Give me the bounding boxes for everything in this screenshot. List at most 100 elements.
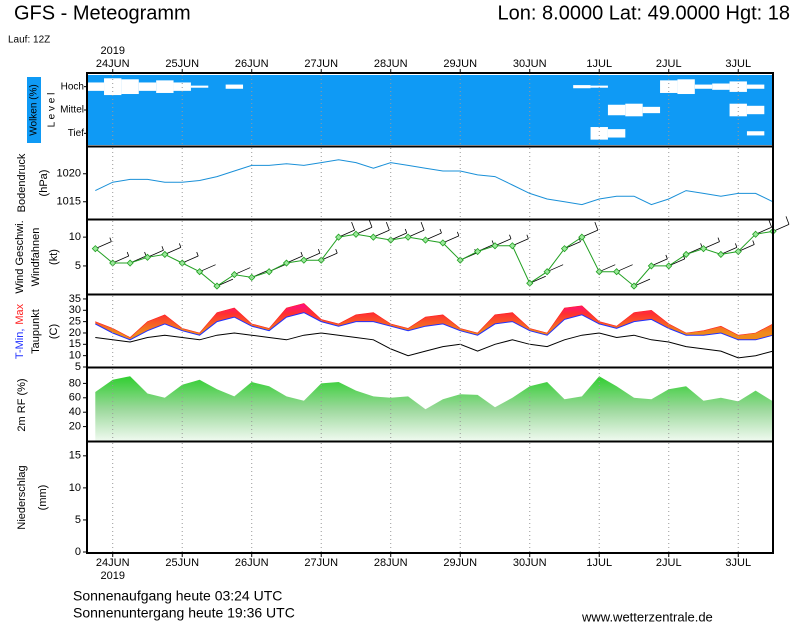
y-tick-label: 15 [69, 338, 81, 350]
pressure-line [95, 159, 774, 206]
y-tick-label: 80 [69, 377, 81, 389]
cloud-cover [86, 82, 105, 91]
wind-marker [369, 233, 377, 241]
date-label: 24JUN [96, 58, 130, 70]
date-label: 28JUN [374, 557, 408, 569]
temperature-band [95, 303, 774, 340]
wind-barb [373, 221, 390, 238]
axis-label: Wolken (%) [29, 84, 40, 136]
wind-marker [630, 282, 638, 290]
barb-feather [351, 221, 355, 231]
barb-staff [599, 264, 616, 273]
plot-frame [86, 72, 774, 554]
y-tick-label: 15 [69, 450, 81, 462]
level-label: Hoch [61, 81, 84, 92]
barb-staff [355, 226, 373, 235]
barb-staff [95, 241, 112, 250]
wind-marker [682, 250, 690, 258]
wind-barb [512, 234, 529, 247]
source: www.wetterzentrale.de [581, 609, 713, 624]
date-label: 3JUL [725, 557, 751, 569]
axis-label: Windfahnen [30, 228, 42, 287]
date-label: 26JUN [235, 58, 269, 70]
barb-staff [772, 224, 790, 232]
wind-marker [717, 250, 725, 258]
wind-marker [752, 230, 760, 238]
cloud-cover [121, 79, 139, 95]
date-label: 24JUN [96, 557, 130, 569]
humidity-area [95, 376, 774, 441]
wind-barb [738, 240, 755, 252]
wind-marker [178, 259, 186, 267]
wind-barb [529, 275, 546, 284]
barb-staff [199, 264, 216, 273]
wind-barb [234, 267, 251, 275]
cloud-cover [642, 106, 661, 114]
barb-feather [420, 221, 425, 231]
temperature-line [95, 332, 774, 359]
date-label: 29JUN [443, 557, 477, 569]
wind-marker [335, 233, 343, 241]
wind-barb [633, 278, 651, 287]
axis-label: 2m RF (%) [16, 378, 28, 431]
barb-staff [755, 226, 772, 235]
cloud-cover [104, 78, 122, 96]
barb-staff [182, 255, 199, 264]
wind-marker [508, 242, 516, 250]
barb-staff [546, 264, 564, 273]
barb-staff [668, 258, 685, 267]
barb-half [752, 240, 755, 245]
barb-staff [303, 252, 321, 261]
wind-barb [407, 221, 425, 238]
cloud-cover [190, 85, 209, 88]
barb-staff [564, 241, 581, 250]
wind-barb [477, 240, 494, 252]
barb-half [439, 228, 442, 234]
level-label: Mittel [60, 105, 84, 116]
wind-barb [755, 219, 772, 235]
temperature-line [95, 303, 774, 338]
y-tick-label: 10 [69, 350, 81, 362]
y-tick-label: 5 [75, 514, 81, 526]
axis-label: Bodendruck [16, 153, 28, 212]
barb-feather [785, 216, 790, 225]
wind-barb [442, 231, 460, 244]
wind-marker [161, 250, 169, 258]
cloud-cover [712, 83, 730, 90]
axis-label: Wind Geschwi. [14, 220, 26, 293]
y-tick-label: 20 [69, 421, 81, 433]
cloud-cover [694, 84, 713, 89]
barb-staff [321, 252, 338, 261]
cloud-cover [625, 103, 643, 117]
cloud-cover [729, 81, 747, 92]
y-tick-label: 5 [75, 361, 81, 373]
date-label: 27JUN [304, 557, 338, 569]
wind-marker [230, 271, 238, 279]
barb-half [665, 254, 668, 260]
date-label: 30JUN [513, 58, 547, 70]
axis-label: (hPa) [38, 170, 50, 197]
y-tick-label: 25 [69, 316, 81, 328]
title: GFS - Meteogramm [14, 2, 191, 24]
wind-barb [182, 251, 199, 264]
cloud-cover [746, 105, 765, 115]
wind-marker [421, 236, 430, 244]
wind-marker [474, 247, 482, 256]
wind-barb [581, 221, 599, 238]
wind-marker [265, 268, 273, 276]
wind-marker [526, 279, 534, 287]
run: Lauf: 12Z [8, 35, 50, 46]
cloud-cover [138, 82, 157, 91]
barb-half [456, 231, 460, 237]
date-label: 29JUN [443, 58, 477, 70]
barb-staff [529, 275, 546, 284]
date-label: 28JUN [374, 58, 408, 70]
date-label: 27JUN [304, 58, 338, 70]
wind-marker [699, 245, 708, 253]
y-tick-label: 60 [69, 392, 81, 404]
wind-marker [109, 259, 117, 267]
wind-barb [129, 251, 147, 264]
cloud-cover [607, 104, 626, 116]
wind-line [94, 230, 774, 287]
cloud-cover [573, 85, 591, 89]
